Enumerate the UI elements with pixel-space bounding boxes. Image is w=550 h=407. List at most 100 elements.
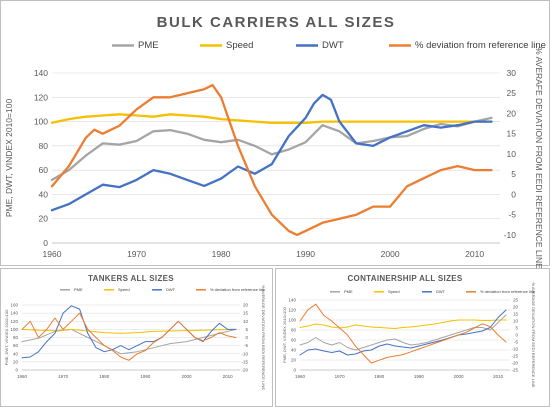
y-tick-label: 40 bbox=[291, 348, 297, 353]
y-tick-label: 60 bbox=[13, 343, 19, 348]
y2-axis-title: % AVERAGE DEVIATION FROM EEDI REFERENCE … bbox=[261, 285, 266, 390]
legend-label-speed: Speed bbox=[388, 289, 400, 294]
x-tick-label: 1980 bbox=[374, 374, 385, 379]
legend-label-pme: PME bbox=[344, 289, 353, 294]
y-tick-label: 0 bbox=[293, 368, 296, 373]
y2-tick-label: 20 bbox=[243, 303, 249, 308]
chart-containership: CONTAINERSHIP ALL SIZES02040608010012014… bbox=[282, 274, 536, 388]
chart-title: TANKERS ALL SIZES bbox=[88, 274, 174, 283]
y-tick-label: 140 bbox=[288, 298, 296, 303]
y2-tick-label: 15 bbox=[513, 312, 519, 317]
x-tick-label: 1990 bbox=[140, 374, 151, 379]
x-tick-label: 1970 bbox=[58, 374, 69, 379]
y2-tick-label: -5 bbox=[508, 210, 516, 220]
x-tick-label: 2000 bbox=[182, 374, 193, 379]
y-tick-label: 60 bbox=[39, 165, 49, 175]
y2-tick-label: -5 bbox=[244, 343, 248, 348]
y-tick-label: 80 bbox=[13, 335, 19, 340]
y-tick-label: 20 bbox=[13, 359, 19, 364]
y2-tick-label: -5 bbox=[514, 340, 518, 345]
y-axis-title: PME, DWT, VINDEX 2010=100 bbox=[4, 309, 9, 365]
y2-tick-label: 15 bbox=[507, 129, 517, 139]
legend-label-deviation-from-reference-line: % deviation from reference line bbox=[210, 287, 266, 292]
y2-tick-label: 5 bbox=[511, 169, 516, 179]
x-tick-label: 2010 bbox=[465, 249, 484, 259]
y-tick-label: 40 bbox=[39, 189, 49, 199]
y2-tick-label: -10 bbox=[504, 230, 517, 240]
x-tick-label: 2000 bbox=[453, 374, 464, 379]
y2-tick-label: 25 bbox=[513, 298, 519, 303]
y2-tick-label: 20 bbox=[513, 305, 519, 310]
y-tick-label: 120 bbox=[34, 92, 48, 102]
y2-tick-label: -15 bbox=[511, 354, 518, 359]
legend-label-dwt: DWT bbox=[166, 287, 176, 292]
x-tick-label: 1960 bbox=[43, 249, 62, 259]
series-line-pme bbox=[50, 116, 493, 182]
x-tick-label: 1980 bbox=[212, 249, 231, 259]
x-tick-label: 1960 bbox=[17, 374, 28, 379]
y2-tick-label: 15 bbox=[243, 311, 249, 316]
legend-label-deviation-from-reference-line: % deviation from reference line bbox=[415, 40, 546, 51]
y2-tick-label: 10 bbox=[513, 319, 519, 324]
y2-tick-label: 0 bbox=[515, 333, 518, 338]
x-tick-label: 1970 bbox=[335, 374, 346, 379]
y-tick-label: 40 bbox=[13, 351, 19, 356]
y2-tick-label: -10 bbox=[511, 347, 518, 352]
y2-tick-label: 25 bbox=[507, 88, 517, 98]
panel-border-containership bbox=[275, 268, 550, 407]
y-tick-label: 60 bbox=[291, 338, 297, 343]
series-line-pme bbox=[299, 314, 507, 351]
y2-tick-label: 5 bbox=[245, 327, 248, 332]
y-tick-label: 120 bbox=[288, 308, 296, 313]
series-line-deviation-from-reference-line bbox=[50, 83, 493, 237]
legend-label-pme: PME bbox=[138, 40, 159, 51]
y2-axis-title: % AVERAFE DEVIATION FROM EEDI REFERENCE … bbox=[534, 47, 544, 269]
y-tick-label: 80 bbox=[39, 141, 49, 151]
series-line-speed bbox=[299, 319, 507, 329]
series-line-speed bbox=[50, 113, 493, 124]
x-tick-label: 1970 bbox=[127, 249, 146, 259]
y-tick-label: 80 bbox=[291, 328, 297, 333]
y2-tick-label: 30 bbox=[507, 68, 517, 78]
x-tick-label: 2010 bbox=[493, 374, 504, 379]
y2-tick-label: 10 bbox=[243, 319, 249, 324]
y-tick-label: 20 bbox=[291, 358, 297, 363]
y-tick-label: 160 bbox=[10, 303, 18, 308]
y-axis-title: PME, DWT, VINDEX 2010=100 bbox=[282, 306, 287, 362]
legend-label-speed: Speed bbox=[226, 40, 253, 51]
x-tick-label: 1990 bbox=[414, 374, 425, 379]
chart-tankers: TANKERS ALL SIZES020406080100120140160-2… bbox=[4, 274, 266, 390]
y-axis-title: PME, DWT, VINDEX 2010=100 bbox=[4, 99, 14, 218]
y2-tick-label: 20 bbox=[507, 108, 517, 118]
y2-tick-label: -15 bbox=[241, 359, 248, 364]
y2-tick-label: 5 bbox=[515, 326, 518, 331]
y-tick-label: 100 bbox=[34, 117, 48, 127]
y-tick-label: 120 bbox=[10, 319, 18, 324]
x-tick-label: 2000 bbox=[381, 249, 400, 259]
y-tick-label: 0 bbox=[43, 238, 48, 248]
chart-title: BULK CARRIERS ALL SIZES bbox=[157, 14, 396, 31]
legend-label-speed: Speed bbox=[118, 287, 130, 292]
legend-label-dwt: DWT bbox=[436, 289, 446, 294]
y2-tick-label: -10 bbox=[241, 351, 248, 356]
chart-title: CONTAINERSHIP ALL SIZES bbox=[347, 274, 462, 283]
y2-tick-label: -20 bbox=[511, 361, 518, 366]
series-line-dwt bbox=[50, 93, 493, 212]
series-line-dwt bbox=[299, 309, 507, 356]
y-tick-label: 140 bbox=[34, 68, 48, 78]
y2-axis-title: % AVERAGE DEVIATION FROM EEDI REFERENCE … bbox=[531, 283, 536, 388]
series-line-speed bbox=[21, 328, 237, 334]
y2-tick-label: 0 bbox=[511, 189, 516, 199]
x-tick-label: 2010 bbox=[223, 374, 234, 379]
y-tick-label: 100 bbox=[10, 327, 18, 332]
legend-label-pme: PME bbox=[74, 287, 83, 292]
legend-label-deviation-from-reference-line: % deviation from reference line bbox=[480, 289, 536, 294]
y2-tick-label: -25 bbox=[511, 368, 518, 373]
y-tick-label: 140 bbox=[10, 311, 18, 316]
y-tick-label: 100 bbox=[288, 318, 296, 323]
x-tick-label: 1980 bbox=[99, 374, 110, 379]
y-tick-label: 20 bbox=[39, 214, 49, 224]
x-tick-label: 1990 bbox=[296, 249, 315, 259]
series-line-deviation-from-reference-line bbox=[21, 312, 237, 361]
